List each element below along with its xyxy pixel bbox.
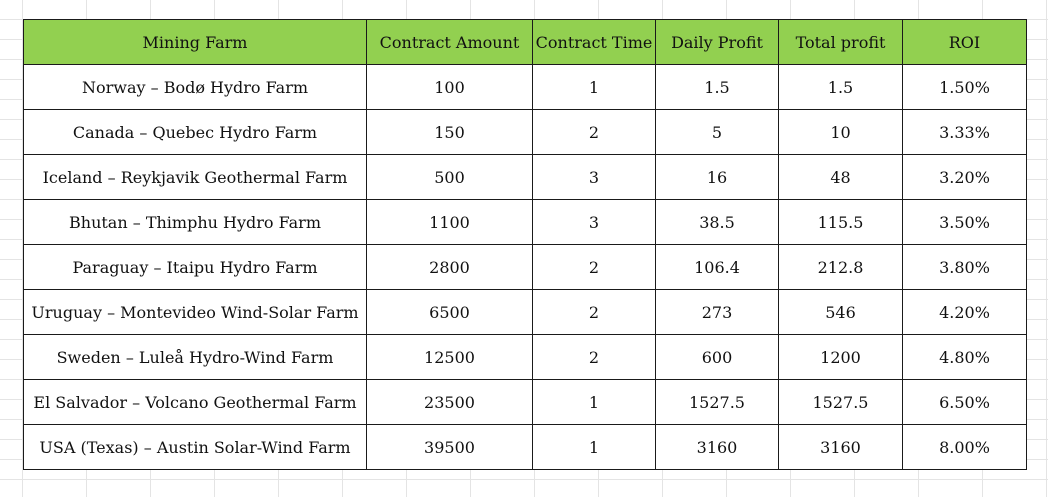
cell-contract-amount[interactable]: 150 bbox=[366, 109, 533, 155]
cell-mining-farm[interactable]: Canada – Quebec Hydro Farm bbox=[23, 109, 367, 155]
cell-total-profit[interactable]: 10 bbox=[778, 109, 903, 155]
cell-mining-farm[interactable]: El Salvador – Volcano Geothermal Farm bbox=[23, 379, 367, 425]
cell-mining-farm[interactable]: Bhutan – Thimphu Hydro Farm bbox=[23, 199, 367, 245]
cell-mining-farm[interactable]: Paraguay – Itaipu Hydro Farm bbox=[23, 244, 367, 290]
cell-total-profit[interactable]: 3160 bbox=[778, 424, 903, 470]
mining-farm-table: Mining Farm Contract Amount Contract Time D… bbox=[23, 19, 1027, 470]
cell-contract-amount[interactable]: 39500 bbox=[366, 424, 533, 470]
cell-daily-profit[interactable]: 273 bbox=[655, 289, 779, 335]
table-row: Norway – Bodø Hydro Farm 100 1 1.5 1.5 1.50% bbox=[23, 64, 1027, 110]
header-daily-profit[interactable]: Daily Profit bbox=[655, 19, 779, 65]
header-row: Mining Farm Contract Amount Contract Time D… bbox=[23, 19, 1027, 65]
cell-mining-farm[interactable]: USA (Texas) – Austin Solar-Wind Farm bbox=[23, 424, 367, 470]
cell-daily-profit[interactable]: 106.4 bbox=[655, 244, 779, 290]
cell-roi[interactable]: 1.50% bbox=[902, 64, 1027, 110]
cell-contract-time[interactable]: 2 bbox=[532, 109, 656, 155]
table-row: Canada – Quebec Hydro Farm 150 2 5 10 3.33% bbox=[23, 109, 1027, 155]
table-row: Bhutan – Thimphu Hydro Farm 1100 3 38.5 115.… bbox=[23, 199, 1027, 245]
table-body: Norway – Bodø Hydro Farm 100 1 1.5 1.5 1.50% C… bbox=[23, 64, 1027, 470]
cell-daily-profit[interactable]: 600 bbox=[655, 334, 779, 380]
cell-roi[interactable]: 3.20% bbox=[902, 154, 1027, 200]
cell-roi[interactable]: 4.80% bbox=[902, 334, 1027, 380]
cell-contract-time[interactable]: 3 bbox=[532, 199, 656, 245]
table-row: Sweden – Luleå Hydro-Wind Farm 12500 2 600 1… bbox=[23, 334, 1027, 380]
table-row: Paraguay – Itaipu Hydro Farm 2800 2 106.4 21… bbox=[23, 244, 1027, 290]
cell-daily-profit[interactable]: 5 bbox=[655, 109, 779, 155]
table-header: Mining Farm Contract Amount Contract Time D… bbox=[23, 19, 1027, 65]
cell-daily-profit[interactable]: 38.5 bbox=[655, 199, 779, 245]
cell-contract-amount[interactable]: 1100 bbox=[366, 199, 533, 245]
cell-mining-farm[interactable]: Sweden – Luleå Hydro-Wind Farm bbox=[23, 334, 367, 380]
cell-roi[interactable]: 4.20% bbox=[902, 289, 1027, 335]
cell-contract-amount[interactable]: 6500 bbox=[366, 289, 533, 335]
cell-contract-amount[interactable]: 2800 bbox=[366, 244, 533, 290]
cell-mining-farm[interactable]: Norway – Bodø Hydro Farm bbox=[23, 64, 367, 110]
cell-roi[interactable]: 8.00% bbox=[902, 424, 1027, 470]
cell-contract-time[interactable]: 3 bbox=[532, 154, 656, 200]
header-contract-amount[interactable]: Contract Amount bbox=[366, 19, 533, 65]
cell-total-profit[interactable]: 546 bbox=[778, 289, 903, 335]
header-roi[interactable]: ROI bbox=[902, 19, 1027, 65]
cell-total-profit[interactable]: 1.5 bbox=[778, 64, 903, 110]
table-row: Uruguay – Montevideo Wind-Solar Farm 6500… bbox=[23, 289, 1027, 335]
cell-daily-profit[interactable]: 1.5 bbox=[655, 64, 779, 110]
cell-total-profit[interactable]: 1200 bbox=[778, 334, 903, 380]
cell-contract-amount[interactable]: 23500 bbox=[366, 379, 533, 425]
cell-total-profit[interactable]: 212.8 bbox=[778, 244, 903, 290]
cell-contract-time[interactable]: 2 bbox=[532, 334, 656, 380]
cell-total-profit[interactable]: 48 bbox=[778, 154, 903, 200]
cell-contract-time[interactable]: 1 bbox=[532, 379, 656, 425]
cell-contract-time[interactable]: 2 bbox=[532, 244, 656, 290]
table-row: USA (Texas) – Austin Solar-Wind Farm 3950… bbox=[23, 424, 1027, 470]
cell-daily-profit[interactable]: 3160 bbox=[655, 424, 779, 470]
cell-total-profit[interactable]: 1527.5 bbox=[778, 379, 903, 425]
header-total-profit[interactable]: Total profit bbox=[778, 19, 903, 65]
cell-contract-amount[interactable]: 12500 bbox=[366, 334, 533, 380]
cell-contract-amount[interactable]: 500 bbox=[366, 154, 533, 200]
header-mining-farm[interactable]: Mining Farm bbox=[23, 19, 367, 65]
cell-total-profit[interactable]: 115.5 bbox=[778, 199, 903, 245]
cell-contract-amount[interactable]: 100 bbox=[366, 64, 533, 110]
cell-mining-farm[interactable]: Uruguay – Montevideo Wind-Solar Farm bbox=[23, 289, 367, 335]
cell-contract-time[interactable]: 2 bbox=[532, 289, 656, 335]
cell-mining-farm[interactable]: Iceland – Reykjavik Geothermal Farm bbox=[23, 154, 367, 200]
cell-daily-profit[interactable]: 16 bbox=[655, 154, 779, 200]
cell-roi[interactable]: 3.33% bbox=[902, 109, 1027, 155]
cell-contract-time[interactable]: 1 bbox=[532, 424, 656, 470]
table-row: El Salvador – Volcano Geothermal Farm 235… bbox=[23, 379, 1027, 425]
table-row: Iceland – Reykjavik Geothermal Farm 500 3 1… bbox=[23, 154, 1027, 200]
cell-daily-profit[interactable]: 1527.5 bbox=[655, 379, 779, 425]
cell-roi[interactable]: 3.50% bbox=[902, 199, 1027, 245]
cell-contract-time[interactable]: 1 bbox=[532, 64, 656, 110]
cell-roi[interactable]: 6.50% bbox=[902, 379, 1027, 425]
cell-roi[interactable]: 3.80% bbox=[902, 244, 1027, 290]
header-contract-time[interactable]: Contract Time bbox=[532, 19, 656, 65]
